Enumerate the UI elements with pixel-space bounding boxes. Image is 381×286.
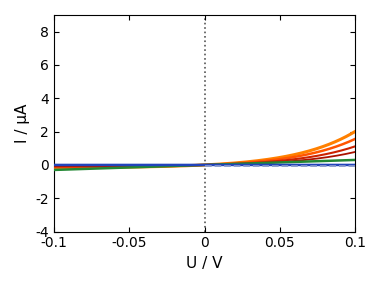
Y-axis label: I / µA: I / µA xyxy=(15,104,30,143)
X-axis label: U / V: U / V xyxy=(186,256,223,271)
